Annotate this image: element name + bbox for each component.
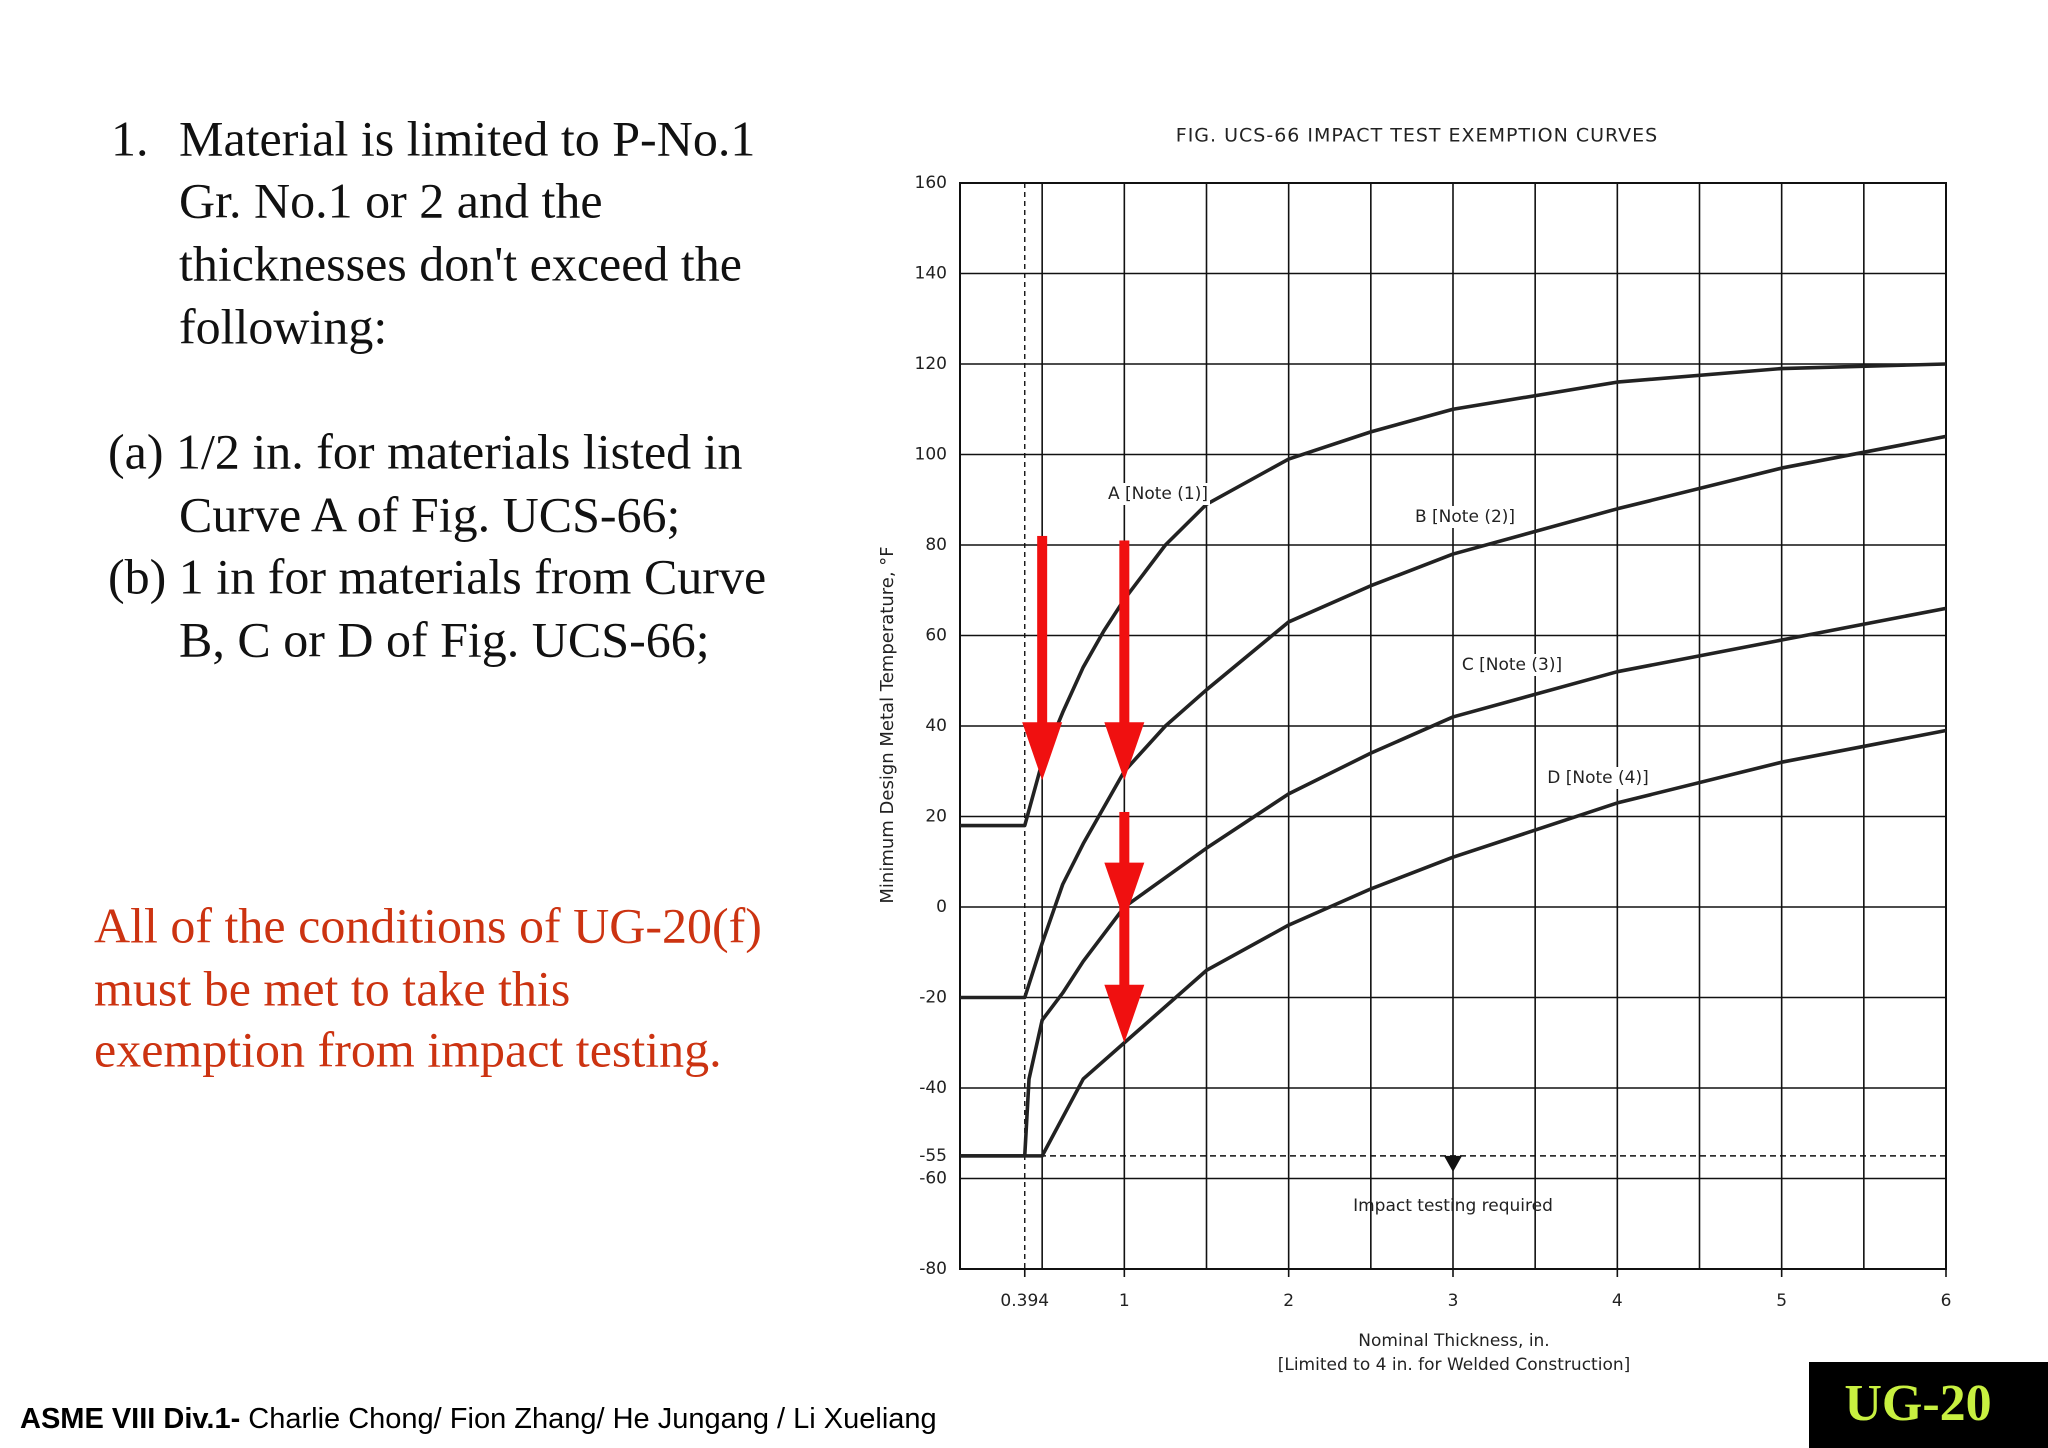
subitem-line: Curve A of Fig. UCS-66;: [179, 486, 680, 542]
subitem-line: (a) 1/2 in. for materials listed in: [108, 423, 743, 479]
item-line: Material is limited to P-No.1: [179, 110, 755, 166]
red-arrow-head: [1104, 722, 1145, 781]
y-tick-label: 160: [915, 173, 947, 193]
note-line: All of the conditions of UG-20(f): [94, 897, 762, 953]
y-tick-label: 60: [925, 626, 947, 646]
plot-frame: [959, 182, 1947, 1270]
label-bg: [1106, 483, 1210, 505]
curve: [960, 728, 1947, 1158]
x-tick-label: 1: [1119, 1291, 1130, 1311]
x-axis-label: Nominal Thickness, in.: [1358, 1331, 1549, 1351]
curve: [960, 606, 1947, 1158]
subitem-line: B, C or D of Fig. UCS-66;: [179, 611, 710, 667]
curve: [960, 434, 1947, 1000]
x-axis-label: [Limited to 4 in. for Welded Constructio…: [1278, 1355, 1631, 1375]
footer: ASME VIII Div.1- Charlie Chong/ Fion Zha…: [20, 1403, 937, 1435]
x-tick-label: 3: [1448, 1291, 1459, 1311]
chart-title: FIG. UCS-66 IMPACT TEST EXEMPTION CURVES: [1176, 125, 1658, 147]
label-bg: [1413, 506, 1517, 528]
curve-label: A [Note (1)]: [1108, 484, 1208, 504]
y-tick-label: 40: [925, 716, 947, 736]
label-bg: [1460, 654, 1564, 676]
item-line: thicknesses don't exceed the: [179, 235, 742, 291]
x-tick-label: 2: [1283, 1291, 1294, 1311]
y-tick-label: 120: [915, 354, 947, 374]
badge-box: [1809, 1362, 2048, 1448]
x-tick-label: 0.394: [1000, 1291, 1049, 1311]
label-bg: [1546, 767, 1650, 789]
red-arrow-shaft: [1119, 540, 1130, 725]
red-arrow-head: [1104, 984, 1145, 1043]
y-tick-label: 20: [925, 807, 947, 827]
item-number: 1.: [111, 110, 149, 166]
red-arrow-shaft: [1037, 535, 1048, 725]
curve-label: D [Note (4)]: [1547, 768, 1649, 788]
y-tick-label: 140: [915, 264, 947, 284]
red-arrow-head: [1022, 722, 1063, 781]
red-arrow-shaft: [1119, 884, 1130, 987]
y-tick-label: -40: [919, 1078, 947, 1098]
curve-label: C [Note (3)]: [1462, 655, 1562, 675]
x-tick-label: 6: [1941, 1291, 1952, 1311]
x-tick-label: 4: [1612, 1291, 1623, 1311]
note-line: must be met to take this: [94, 960, 570, 1016]
badge: UG-20: [1844, 1375, 1991, 1432]
y-tick-label: -20: [919, 988, 947, 1008]
y-tick-label: -80: [919, 1259, 947, 1279]
y-tick-label: -55: [919, 1146, 947, 1166]
y-tick-label: -60: [919, 1169, 947, 1189]
note-line: exemption from impact testing.: [94, 1021, 722, 1077]
y-axis-label: Minimum Design Metal Temperature, °F: [877, 546, 898, 903]
x-tick-label: 5: [1776, 1291, 1787, 1311]
chart: FIG. UCS-66 IMPACT TEST EXEMPTION CURVES…: [877, 125, 1951, 1376]
annotation: Impact testing required: [1353, 1196, 1553, 1216]
subitem-line: (b) 1 in for materials from Curve: [108, 548, 766, 604]
curve-label: B [Note (2)]: [1415, 507, 1515, 527]
footer-text: Charlie Chong/ Fion Zhang/ He Jungang / …: [240, 1403, 936, 1435]
y-tick-label: 80: [925, 535, 947, 555]
annotation-marker: [1444, 1155, 1462, 1172]
item-line: following:: [179, 298, 387, 354]
y-tick-label: 100: [915, 445, 947, 465]
item-line: Gr. No.1 or 2 and the: [179, 172, 603, 228]
footer-bold: ASME VIII Div.1-: [20, 1403, 240, 1435]
y-tick-label: 0: [936, 897, 947, 917]
red-arrow-shaft: [1119, 811, 1130, 865]
